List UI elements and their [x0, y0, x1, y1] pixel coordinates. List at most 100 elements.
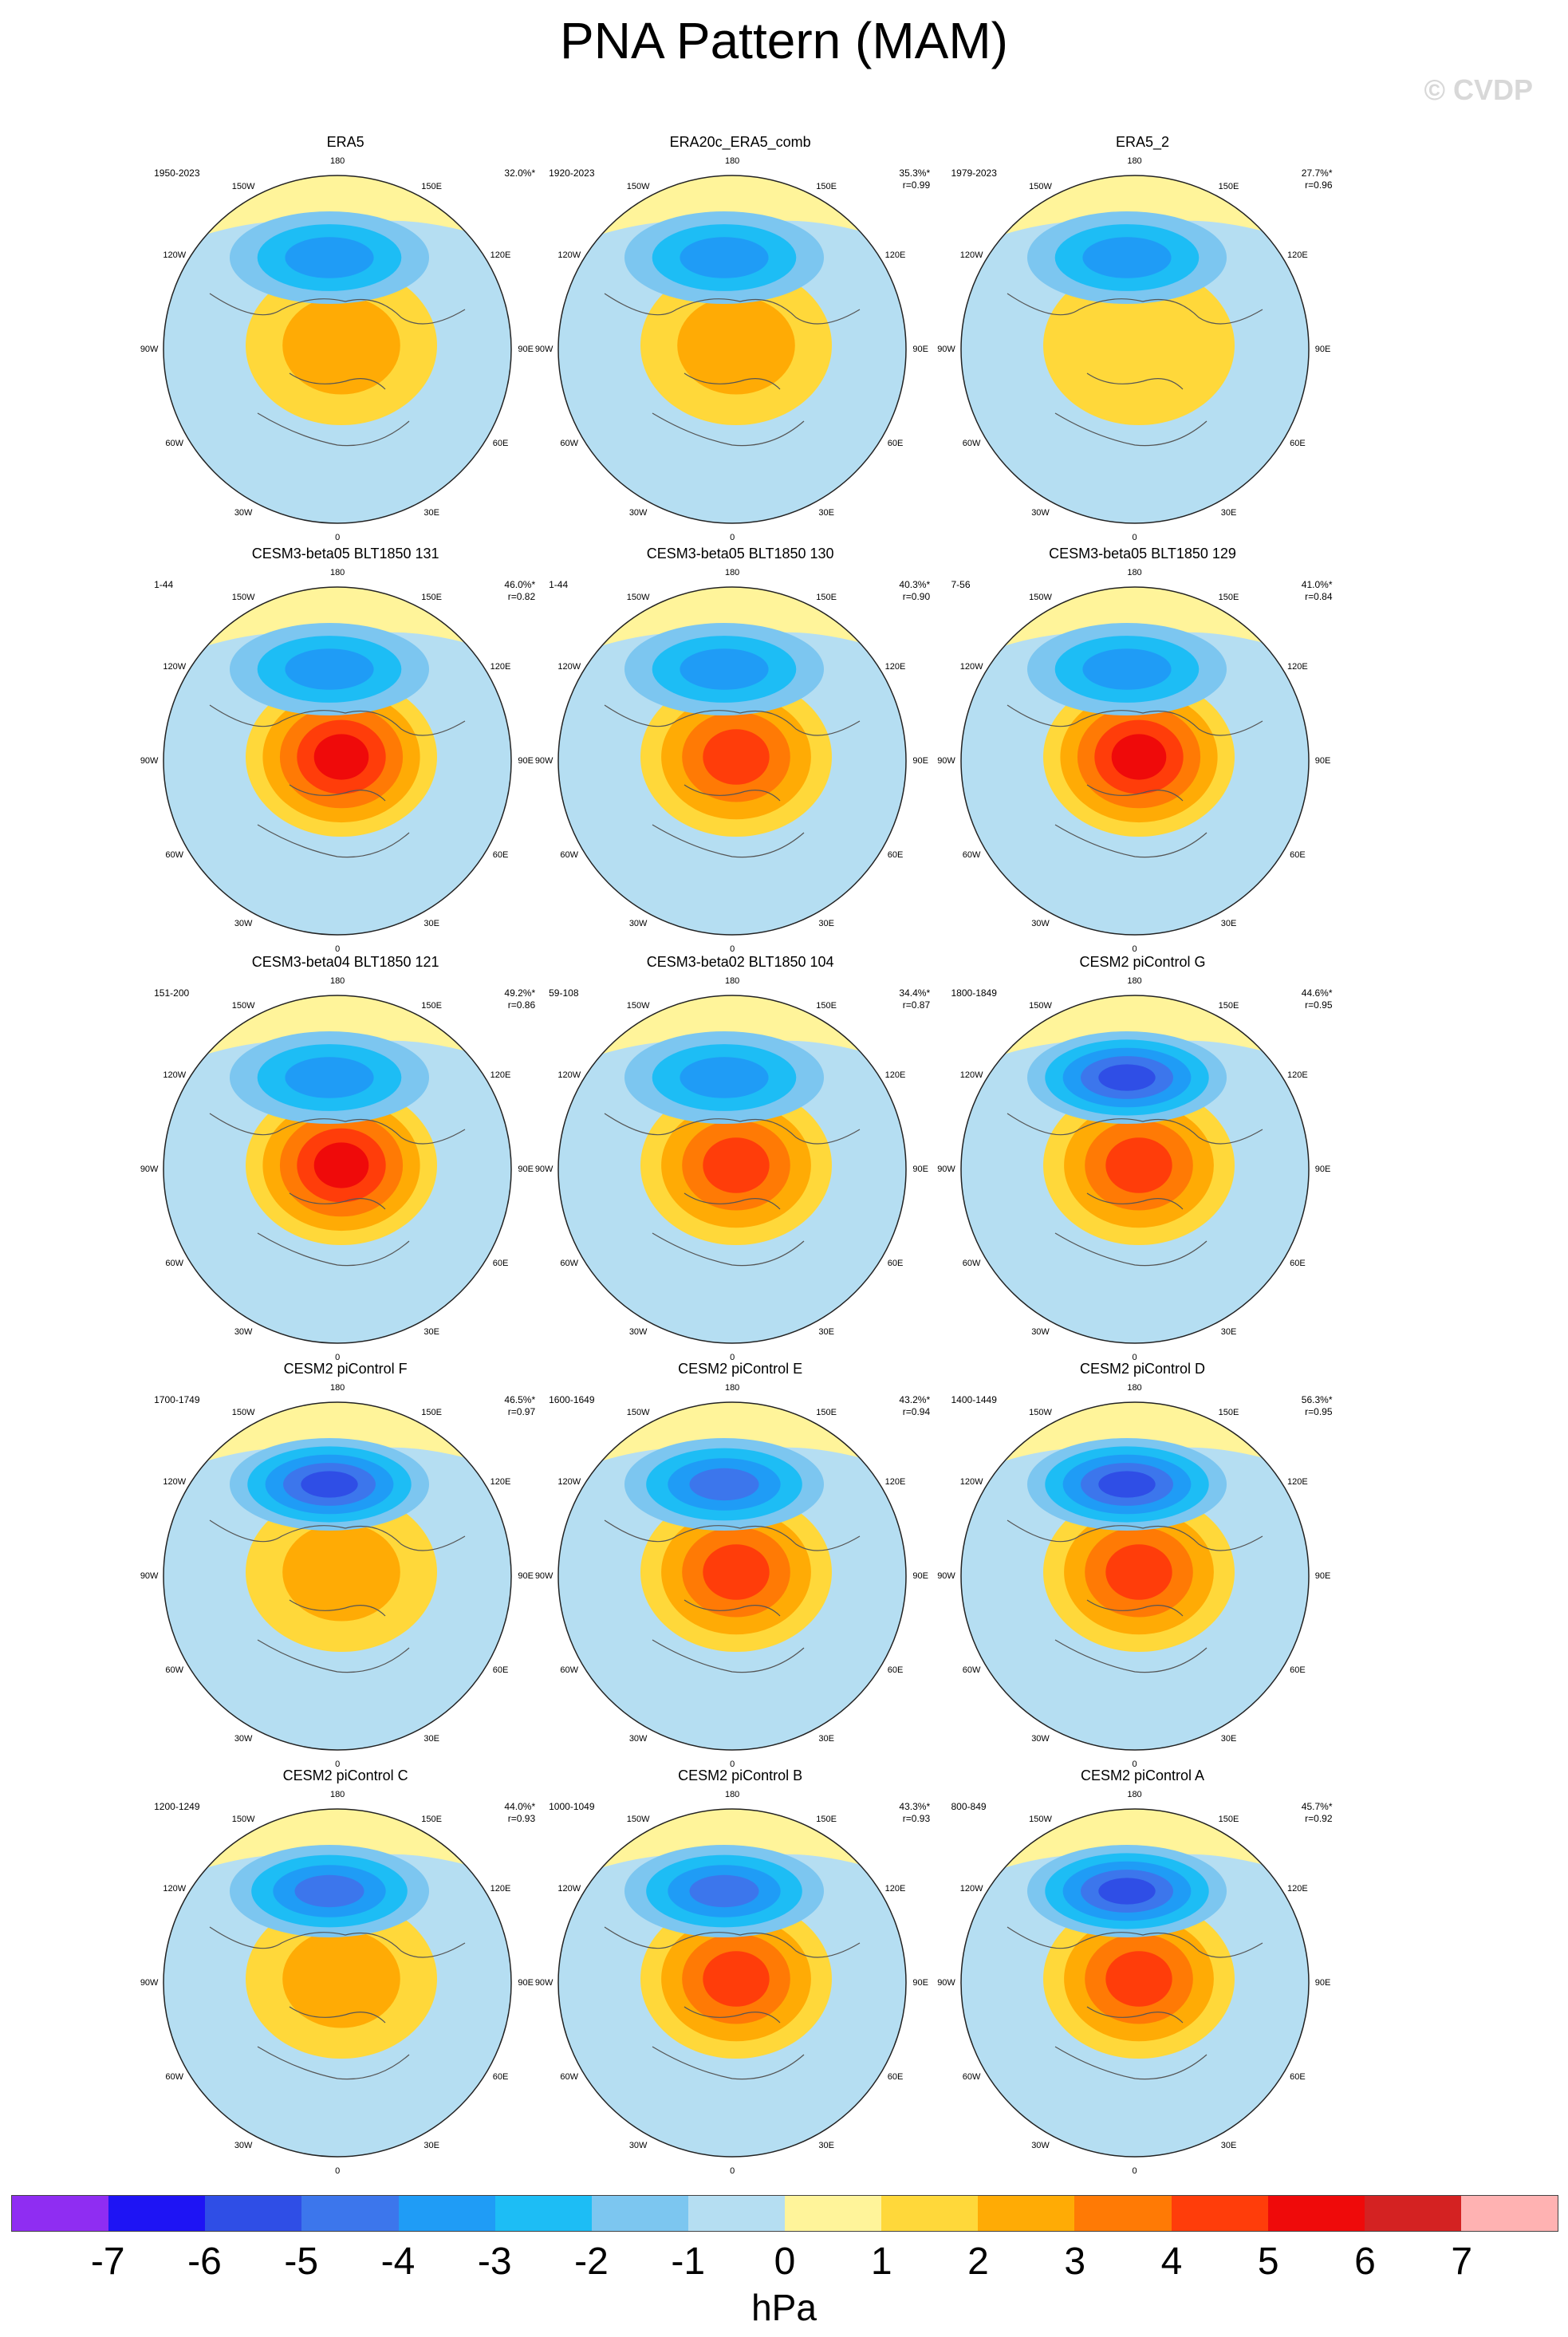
- longitude-label: 60E: [887, 2071, 904, 2082]
- longitude-label: 150W: [231, 1001, 255, 1011]
- longitude-label: 150E: [816, 1001, 837, 1011]
- variance-percent: 41.0%*: [1301, 578, 1333, 590]
- colorbar-swatch: [785, 2196, 882, 2231]
- longitude-label: 90W: [140, 345, 159, 355]
- longitude-label: 90E: [912, 345, 928, 355]
- polar-map: [163, 1401, 512, 1751]
- map-border: [557, 175, 907, 524]
- longitude-label: 120W: [557, 1883, 581, 1894]
- variance-percent: 34.4%*: [899, 987, 931, 999]
- longitude-label: 60E: [1290, 849, 1306, 860]
- pattern-correlation: r=0.95: [1305, 999, 1333, 1011]
- longitude-label: 120E: [884, 1070, 906, 1080]
- variance-percent: 46.0%*: [504, 578, 536, 590]
- longitude-label: 90W: [937, 345, 955, 355]
- pattern-correlation: r=0.92: [1305, 1812, 1333, 1824]
- longitude-label: 120E: [490, 661, 511, 672]
- longitude-label: 0: [335, 1759, 341, 1769]
- longitude-label: 120E: [490, 1476, 511, 1487]
- longitude-label: 120W: [557, 1476, 581, 1487]
- positive-contour: [313, 734, 369, 780]
- polar-map: [557, 995, 907, 1344]
- longitude-label: 120E: [490, 250, 511, 261]
- longitude-label: 60W: [962, 439, 981, 449]
- longitude-label: 60W: [560, 2071, 579, 2082]
- longitude-label: 60W: [165, 1258, 184, 1268]
- longitude-label: 60E: [887, 439, 904, 449]
- map-panel: CESM2 piControl C 1200-1249 44.0%* r=0.93 18…: [138, 1766, 553, 2181]
- figure-title: PNA Pattern (MAM): [560, 12, 1008, 69]
- negative-contour: [285, 237, 374, 279]
- pattern-correlation: r=0.90: [902, 590, 931, 602]
- longitude-label: 120W: [557, 250, 581, 261]
- longitude-label: 150E: [1218, 593, 1239, 603]
- variance-percent: 44.0%*: [504, 1800, 536, 1812]
- panel-period: 1200-1249: [154, 1800, 200, 1812]
- colorbar-tick-label: 1: [870, 2240, 892, 2283]
- coastline: [1007, 704, 1263, 858]
- positive-contour: [1111, 734, 1166, 780]
- coastline: [209, 293, 466, 447]
- map-border: [959, 175, 1310, 524]
- longitude-label: 60W: [165, 1665, 184, 1675]
- longitude-label: 90W: [140, 1164, 159, 1174]
- longitude-label: 150E: [421, 593, 442, 603]
- longitude-label: 0: [335, 944, 341, 954]
- panel-stats: 43.3%* r=0.93: [899, 1801, 930, 1825]
- longitude-label: 0: [335, 1352, 341, 1362]
- longitude-label: 30W: [234, 919, 253, 929]
- colorbar-swatch: [301, 2196, 399, 2231]
- longitude-label: 150E: [816, 1815, 837, 1825]
- positive-contour: [1105, 1137, 1172, 1193]
- longitude-label: 60W: [962, 2071, 981, 2082]
- polar-map: [959, 175, 1310, 524]
- variance-percent: 35.3%*: [899, 167, 931, 179]
- colorbar-tick-label: 4: [1160, 2240, 1183, 2283]
- longitude-label: 30W: [628, 1734, 648, 1744]
- map-border: [557, 1808, 907, 2158]
- longitude-label: 120E: [1287, 1070, 1308, 1080]
- longitude-label: 120W: [163, 1476, 187, 1487]
- longitude-label: 30E: [1220, 2141, 1237, 2151]
- longitude-label: 0: [335, 533, 341, 543]
- longitude-label: 180: [1127, 975, 1142, 986]
- polar-map: [163, 995, 512, 1344]
- longitude-label: 60W: [560, 1258, 579, 1268]
- longitude-label: 90E: [1314, 1570, 1331, 1581]
- polar-map: [163, 586, 512, 936]
- map-panel: CESM3-beta04 BLT1850 121 151-200 49.2%* r=0…: [138, 952, 553, 1367]
- map-border: [163, 1401, 512, 1751]
- map-panel: CESM2 piControl E 1600-1649 43.2%* r=0.94 18…: [533, 1359, 947, 1774]
- longitude-label: 150E: [816, 1408, 837, 1418]
- variance-percent: 56.3%*: [1301, 1393, 1333, 1405]
- panel-title: CESM2 piControl G: [1079, 953, 1206, 970]
- panel-period: 1600-1649: [549, 1393, 595, 1405]
- longitude-label: 150E: [1218, 1001, 1239, 1011]
- longitude-label: 30E: [818, 2141, 834, 2151]
- longitude-label: 150W: [1029, 181, 1052, 191]
- negative-contour: [680, 648, 769, 690]
- coastline: [209, 1926, 466, 2079]
- longitude-label: 30E: [1220, 919, 1237, 929]
- colorbar-swatch: [398, 2196, 495, 2231]
- panel-title: CESM3-beta05 BLT1850 129: [1049, 545, 1236, 562]
- longitude-label: 120E: [884, 1476, 906, 1487]
- negative-contour: [285, 1056, 374, 1098]
- panel-title: CESM3-beta02 BLT1850 104: [646, 953, 834, 970]
- map-panel: CESM3-beta02 BLT1850 104 59-108 34.4%* r=0.…: [533, 952, 947, 1367]
- longitude-label: 90W: [534, 345, 554, 355]
- coastline: [209, 1519, 466, 1673]
- coastline: [209, 1113, 466, 1266]
- map-border: [163, 995, 512, 1344]
- panel-period: 800-849: [951, 1800, 987, 1812]
- longitude-label: 150W: [1029, 1001, 1052, 1011]
- pattern-correlation: r=0.84: [1305, 590, 1333, 602]
- longitude-label: 90E: [518, 755, 534, 766]
- longitude-label: 120W: [163, 250, 187, 261]
- longitude-label: 60W: [165, 2071, 184, 2082]
- colorbar-swatch: [1460, 2196, 1558, 2231]
- longitude-label: 30E: [818, 507, 834, 518]
- longitude-label: 30W: [234, 507, 253, 518]
- longitude-label: 30W: [1031, 1734, 1050, 1744]
- map-border: [163, 586, 512, 936]
